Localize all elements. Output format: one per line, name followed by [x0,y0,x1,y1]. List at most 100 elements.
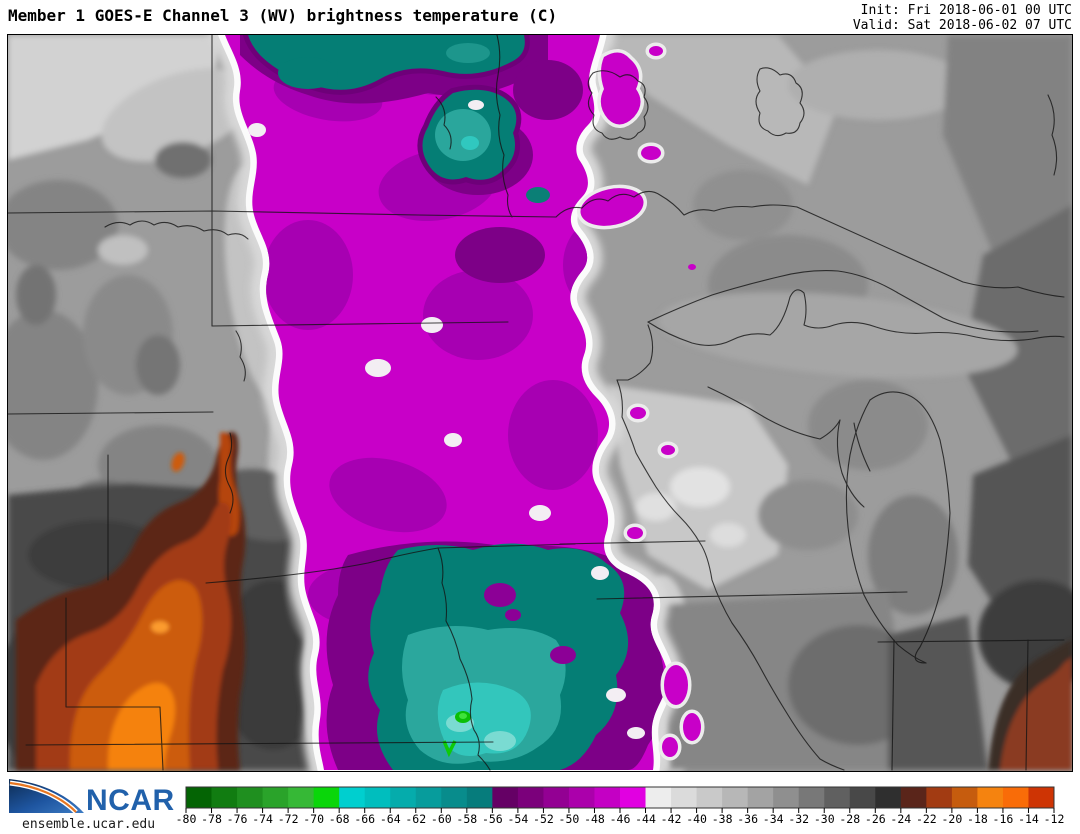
colorbar-cell [390,787,417,808]
colorbar-cell [1002,787,1029,808]
magenta-speck [688,264,696,270]
border-wi-il [596,591,908,600]
colorbar-cell [875,787,902,808]
green-bay [836,419,871,508]
colorbar-tick-label: -40 [686,812,707,826]
colorbar-tick-label: -74 [252,812,273,826]
teal-cold-band-top [241,35,530,95]
border-superior-diagonal [796,206,1065,298]
border-red-river [495,35,513,218]
ncar-logo-graphic [9,779,84,814]
colorbar-cell [849,787,876,808]
border-up-wi [707,386,841,440]
river-missouri-ne-ia [437,547,491,771]
colorbar-tick-label: -56 [482,812,503,826]
colorbar-cell [543,787,570,808]
colorbar-cell [773,787,800,808]
colorbar-labels: -80 -78 -76 -74 -72 -70 -68 -66 -64 -62 -60 -58 -56-… [176,812,1065,826]
overshooting-top-green [442,740,457,758]
colorbar-tick-label: -32 [788,812,809,826]
ncar-logo-text: NCAR [86,784,175,817]
lake-huron-wiggle [1047,94,1058,176]
colorbar-tick-label: -30 [814,812,835,826]
map-borders [8,35,1065,771]
colorbar-cell [441,787,468,808]
page-title: Member 1 GOES-E Channel 3 (WV) brightnes… [8,6,558,25]
colorbar-tick-label: -12 [1044,812,1065,826]
colorbar-tick-label: -38 [712,812,733,826]
colorbar-tick-label: -16 [993,812,1014,826]
colorbar-cell [211,787,238,808]
lake-superior-north-shore [647,270,1039,333]
colorbar-cell [951,787,978,808]
ncar-swoosh-orange-arc [9,781,77,813]
colorbar-tick-label: -20 [941,812,962,826]
colorbar-cell [364,787,391,808]
lake-michigan-east-shore [914,439,951,664]
colorbar-tick-label: -22 [916,812,937,826]
lake-of-the-woods [587,70,649,140]
white-holes [248,100,645,739]
colorbar-tick-label: -42 [661,812,682,826]
lake-nipigon [755,67,805,137]
colorbar-cell [900,787,927,808]
colorbar-tick-label: -58 [456,812,477,826]
teal-storm-cluster-south [368,543,629,770]
border-sd-ne [205,543,576,584]
colorbar-tick-label: -52 [533,812,554,826]
colorbar-cell [568,787,595,808]
colorbar-cell [313,787,340,808]
colorbar-tick-label: -46 [610,812,631,826]
teal-cold-blob-north [417,84,605,295]
colorbar-tick-label: -34 [763,812,784,826]
colorbar-cell [645,787,672,808]
colorbar-cell [1028,787,1055,808]
warm-dry-region-southeast [988,639,1072,770]
warm-dry-region-southwest [16,431,246,770]
colorbar-cell [262,787,289,808]
colorbar-cell [517,787,544,808]
border-mi-in [877,639,1065,643]
colorbar-tick-label: -64 [380,812,401,826]
colorbar-cell [798,787,825,808]
colorbar-tick-label: -78 [201,812,222,826]
colorbar-cell [747,787,774,808]
colorbar-cell [339,787,366,808]
colorbar-tick-label: -54 [507,812,528,826]
colorbar-tick-label: -28 [839,812,860,826]
colorbar-ticks [185,808,1055,813]
colorbar-cell [620,787,646,808]
colorbar-cell [594,787,621,808]
colorbar-cell [824,787,851,808]
colorbar-tick-label: -68 [329,812,350,826]
border-in-oh [1025,639,1029,771]
colorbar-tick-label: -36 [737,812,758,826]
river-st-croix [616,324,654,381]
colorbar-cell [237,787,263,808]
colorbar-tick-label: -48 [584,812,605,826]
colorbar-cell [288,787,315,808]
colorbar-cell [696,787,723,808]
border-mn-ia [559,540,706,545]
site-url: ensemble.ucar.edu [22,817,156,832]
colorbar-tick-label: -72 [278,812,299,826]
border-mt-wy [8,411,214,415]
border-ne-ks [25,741,494,746]
colorbar-tick-label: -26 [865,812,886,826]
colorbar-tick-label: -24 [890,812,911,826]
colorbar-cell [926,787,953,808]
colorbar-graphic: -80 -78 -76 -74 -72 -70 -68 -66 -64 -62 -60 -58 -56-… [176,786,1065,826]
border-il-in [891,639,895,771]
colorbar-cell [722,787,749,808]
border-boundary-waters [555,190,798,218]
colorbar: -80 -78 -76 -74 -72 -70 -68 -66 -64 -62 -60 -58 -56-… [172,778,1072,828]
colorbar-tick-label: -76 [227,812,248,826]
border-wy-co [65,597,164,771]
colorbar-cell [671,787,697,808]
river-streak [224,432,234,514]
border-nd-sd [211,321,509,327]
colorbar-cell [415,787,442,808]
colorbar-tick-label: -80 [176,812,197,826]
colorbar-tick-label: -18 [967,812,988,826]
river-fort-peck [104,220,249,240]
